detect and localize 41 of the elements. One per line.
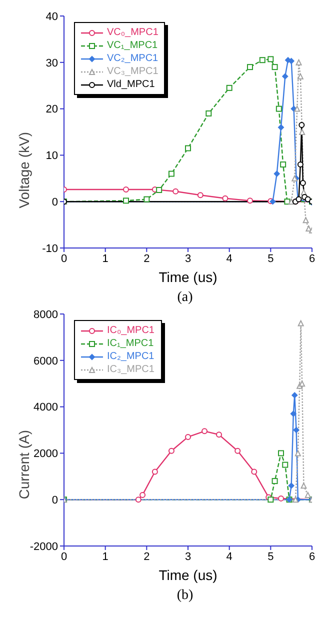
x-tick-label: 3 [184, 550, 192, 563]
y-tick-label: 2000 [34, 448, 58, 460]
legend-label: IC₁_MPC1 [107, 337, 154, 350]
legend-label: Vld_MPC1 [107, 78, 155, 91]
legend-label: VC₀_MPC1 [107, 26, 158, 39]
x-tick-label: 5 [268, 550, 274, 563]
legend-label: IC₀_MPC1 [107, 324, 154, 337]
y-tick-label: -2000 [30, 540, 58, 553]
legend-label: IC₂_MPC1 [107, 350, 154, 363]
x-tick-label: 5 [268, 252, 274, 265]
x-tick-label: 2 [144, 550, 150, 563]
x-tick-label: 2 [144, 252, 150, 265]
y-tick-label: 8000 [34, 308, 58, 321]
y-tick-label: 30 [46, 57, 58, 70]
y-tick-label: -10 [42, 242, 58, 255]
text: (a) [176, 290, 194, 306]
legend-label: VC₁_MPC1 [107, 39, 158, 52]
y-tick-label: 10 [46, 150, 58, 162]
legend-label: IC₃_MPC1 [107, 363, 154, 376]
legend-label: VC₃_MPC1 [107, 65, 158, 78]
legend-label: VC₂_MPC1 [107, 52, 158, 65]
x-tick-label: 4 [226, 550, 232, 563]
x-tick-label: 6 [308, 550, 316, 563]
x-tick-label: 0 [60, 252, 68, 265]
text: (b) [176, 588, 194, 604]
y-tick-label: 20 [46, 104, 58, 116]
x-tick-label: 4 [226, 252, 232, 265]
x-axis-title: Time (us) [158, 269, 218, 285]
y-tick-label: 0 [52, 196, 58, 209]
x-tick-label: 0 [60, 550, 68, 563]
x-axis-title: Time (us) [158, 567, 218, 583]
x-tick-label: 1 [102, 252, 108, 265]
y-tick-label: 0 [52, 494, 58, 507]
y-tick-label: 6000 [34, 355, 58, 368]
y-axis-title: Voltage (kV) [16, 132, 32, 208]
x-tick-label: 1 [102, 550, 108, 563]
x-tick-label: 3 [184, 252, 192, 265]
x-tick-label: 6 [308, 252, 316, 265]
y-tick-label: 40 [46, 10, 58, 23]
y-tick-label: 4000 [34, 402, 58, 414]
y-axis-title: Current (A) [16, 430, 32, 500]
